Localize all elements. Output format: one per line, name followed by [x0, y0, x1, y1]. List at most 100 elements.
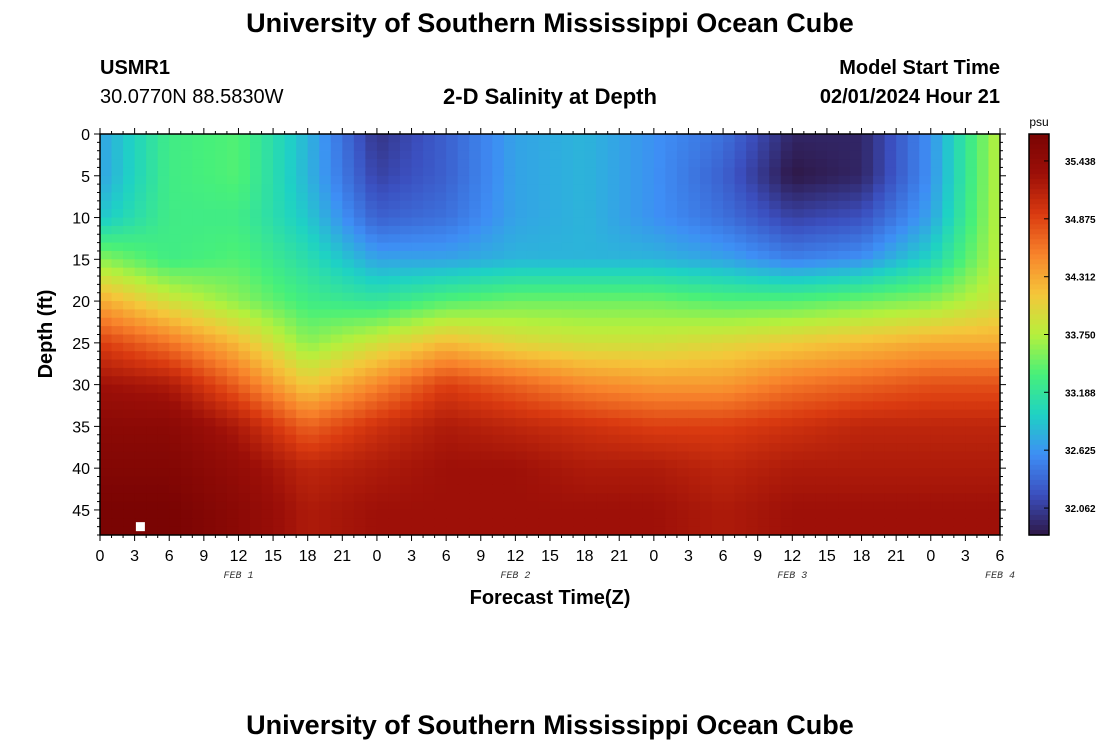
heatmap-cell: [538, 426, 551, 436]
heatmap-cell: [700, 401, 713, 411]
heatmap-cell: [976, 351, 990, 361]
heatmap-cell: [111, 443, 124, 453]
heatmap-cell: [700, 242, 713, 252]
heatmap-cell: [792, 509, 805, 519]
heatmap-cell: [100, 493, 113, 503]
heatmap-cell: [826, 459, 840, 469]
heatmap-cell: [434, 234, 447, 244]
heatmap-cell: [146, 192, 159, 202]
heatmap-cell: [711, 250, 724, 260]
heatmap-cell: [688, 376, 701, 386]
heatmap-cell: [965, 476, 978, 486]
heatmap-cell: [411, 150, 424, 160]
heatmap-cell: [873, 501, 886, 511]
heatmap-cell: [353, 468, 366, 478]
heatmap-cell: [284, 217, 297, 227]
heatmap-cell: [607, 242, 620, 252]
heatmap-cell: [365, 234, 378, 244]
heatmap-cell: [376, 326, 390, 336]
heatmap-cell: [480, 476, 493, 486]
heatmap-cell: [480, 217, 493, 227]
heatmap-cell: [976, 150, 990, 160]
heatmap-cell: [723, 259, 736, 269]
heatmap-cell: [642, 259, 655, 269]
heatmap-cell: [838, 184, 851, 194]
heatmap-cell: [976, 367, 990, 377]
heatmap-cell: [792, 301, 805, 311]
heatmap-cell: [653, 250, 666, 260]
heatmap-cell: [492, 200, 505, 210]
heatmap-cell: [423, 526, 436, 535]
heatmap-cell: [688, 359, 701, 369]
heatmap-cell: [711, 326, 724, 336]
heatmap-cell: [919, 351, 932, 361]
heatmap-cell: [273, 159, 286, 169]
heatmap-cell: [457, 317, 470, 327]
colorbar-segment: [1029, 459, 1049, 466]
heatmap-cell: [826, 234, 840, 244]
heatmap-cell: [469, 225, 482, 235]
heatmap-cell: [976, 242, 990, 252]
heatmap-cell: [296, 418, 309, 427]
heatmap-cell: [192, 518, 205, 528]
heatmap-cell: [838, 276, 851, 285]
heatmap-cell: [734, 301, 747, 311]
heatmap-cell: [423, 309, 436, 319]
heatmap-cell: [480, 184, 493, 194]
heatmap-cell: [169, 142, 182, 152]
heatmap-cell: [976, 426, 990, 436]
heatmap-cell: [757, 284, 770, 294]
heatmap-cell: [665, 392, 678, 402]
heatmap-cell: [400, 451, 413, 461]
colorbar-segment: [1029, 329, 1049, 336]
heatmap-cell: [965, 342, 978, 352]
heatmap-cell: [480, 209, 493, 219]
heatmap-cell: [342, 459, 355, 469]
heatmap-cell: [850, 159, 863, 169]
heatmap-cell: [861, 159, 874, 169]
heatmap-cell: [100, 276, 113, 285]
heatmap-cell: [930, 167, 943, 177]
heatmap-cell: [550, 150, 563, 160]
heatmap-cell: [896, 359, 909, 369]
heatmap-cell: [215, 468, 228, 478]
heatmap-cell: [146, 142, 159, 152]
heatmap-cell: [480, 242, 493, 252]
heatmap-cell: [550, 434, 563, 444]
heatmap-cell: [134, 317, 147, 327]
heatmap-cell: [538, 209, 551, 219]
heatmap-cell: [988, 434, 1000, 444]
heatmap-cell: [457, 484, 470, 494]
heatmap-cell: [919, 384, 932, 394]
heatmap-cell: [296, 142, 309, 152]
heatmap-cell: [792, 234, 805, 244]
heatmap-cell: [734, 434, 747, 444]
heatmap-cell: [515, 451, 528, 461]
colorbar-segment: [1029, 419, 1049, 426]
heatmap-cell: [584, 301, 597, 311]
heatmap-cell: [434, 443, 447, 453]
heatmap-cell: [734, 392, 747, 402]
heatmap-cell: [700, 276, 713, 285]
heatmap-cell: [526, 409, 540, 419]
heatmap-cell: [550, 225, 563, 235]
heatmap-cell: [515, 493, 528, 503]
heatmap-cell: [434, 392, 447, 402]
heatmap-cell: [180, 225, 193, 235]
heatmap-cell: [203, 159, 216, 169]
heatmap-cell: [561, 493, 574, 503]
heatmap-cell: [988, 150, 1000, 160]
heatmap-cell: [561, 384, 574, 394]
heatmap-cell: [965, 326, 978, 336]
heatmap-cell: [538, 217, 551, 227]
heatmap-cell: [930, 200, 943, 210]
y-tick-label: 45: [72, 503, 90, 520]
heatmap-cell: [330, 225, 343, 235]
heatmap-cell: [365, 276, 378, 285]
heatmap-cell: [607, 376, 620, 386]
heatmap-cell: [330, 518, 343, 528]
heatmap-cell: [792, 409, 805, 419]
heatmap-cell: [930, 209, 943, 219]
heatmap-cell: [157, 175, 170, 185]
heatmap-cell: [342, 259, 355, 269]
